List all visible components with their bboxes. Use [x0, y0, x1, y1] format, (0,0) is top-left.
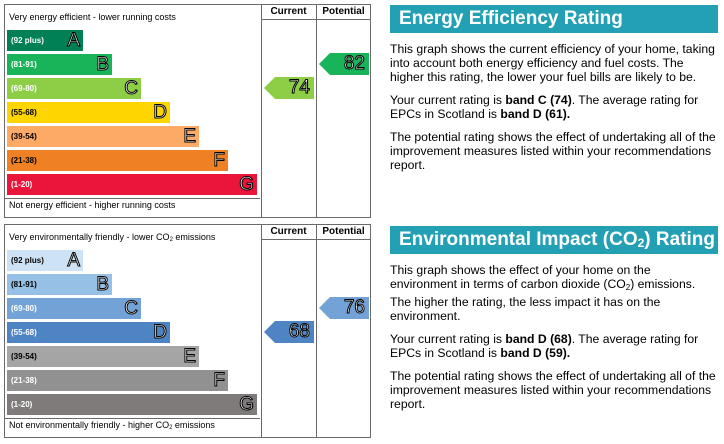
panel-paragraph: The potential rating shows the effect of…	[390, 369, 716, 411]
bottom-caption: Not environmentally friendly - higher CO…	[9, 420, 215, 431]
arrow-shape	[319, 53, 369, 75]
rating-band-c: (69-80) C	[7, 78, 141, 100]
band-letter: F	[213, 150, 226, 172]
rating-band-b: (81-91) B	[7, 274, 112, 296]
current-rating-value: 74	[288, 77, 310, 99]
rating-band-a: (92 plus) A	[7, 30, 83, 52]
band-range-label: (92 plus)	[11, 36, 44, 45]
current-rating-arrow: 68	[264, 321, 314, 343]
potential-column-header: Potential	[322, 6, 365, 17]
band-letter: E	[183, 346, 197, 368]
band-letter: A	[67, 250, 81, 272]
panel-title: Energy Efficiency Rating	[390, 5, 718, 33]
band-letter: C	[124, 78, 139, 100]
rating-band-d: (55-68) D	[7, 322, 170, 344]
column-separator	[316, 225, 317, 437]
potential-column-header: Potential	[322, 226, 365, 237]
potential-rating-arrow: 82	[319, 53, 369, 75]
band-letter: D	[153, 102, 168, 124]
current-column-header: Current	[270, 6, 307, 17]
panel-paragraph: This graph shows the current efficiency …	[390, 42, 715, 84]
rating-band-a: (92 plus) A	[7, 250, 83, 272]
bottom-caption: Not energy efficient - higher running co…	[9, 200, 176, 210]
panel-title: Environmental Impact (CO2) Rating	[390, 226, 718, 254]
band-letter: B	[96, 54, 110, 76]
rating-band-d: (55-68) D	[7, 102, 170, 124]
panel-paragraph: The potential rating shows the effect of…	[390, 130, 716, 172]
footer-divider	[5, 418, 260, 419]
band-range-label: (21-38)	[11, 376, 37, 385]
top-caption: Very environmentally friendly - lower CO…	[9, 232, 216, 243]
band-range-label: (55-68)	[11, 328, 37, 337]
rating-band-g: (1-20) G	[7, 174, 257, 196]
panel-paragraph: Your current rating is band D (68). The …	[390, 332, 699, 360]
column-separator	[261, 5, 262, 217]
potential-rating-value: 76	[343, 297, 365, 319]
band-range-label: (39-54)	[11, 352, 37, 361]
column-separator	[316, 5, 317, 217]
rating-band-b: (81-91) B	[7, 54, 112, 76]
current-rating-value: 68	[288, 321, 310, 343]
band-letter: B	[96, 274, 110, 296]
band-range-label: (69-80)	[11, 84, 37, 93]
energy-rating-panel: Energy Efficiency Rating This graph show…	[390, 5, 718, 172]
footer-divider	[5, 198, 260, 199]
band-range-label: (55-68)	[11, 108, 37, 117]
potential-rating-arrow: 76	[319, 297, 369, 319]
band-range-label: (92 plus)	[11, 256, 44, 265]
panel-paragraph: Your current rating is band C (74). The …	[390, 93, 699, 121]
band-range-label: (81-91)	[11, 280, 37, 289]
panel-paragraph: This graph shows the effect of your home…	[390, 263, 696, 323]
header-underline	[261, 19, 371, 20]
rating-band-f: (21-38) F	[7, 370, 228, 392]
band-letter: A	[67, 30, 81, 52]
band-range-label: (39-54)	[11, 132, 37, 141]
rating-band-e: (39-54) E	[7, 346, 199, 368]
current-column-header: Current	[270, 226, 307, 237]
header-underline	[261, 239, 371, 240]
band-letter: F	[213, 370, 226, 392]
potential-rating-value: 82	[343, 53, 365, 75]
environment-rating-panel: Environmental Impact (CO2) Rating This g…	[390, 226, 718, 411]
band-letter: D	[153, 322, 168, 344]
band-letter: G	[239, 394, 255, 416]
band-range-label: (1-20)	[11, 400, 33, 409]
arrow-shape	[264, 321, 314, 343]
band-letter: C	[124, 298, 139, 320]
rating-band-g: (1-20) G	[7, 394, 257, 416]
band-range-label: (21-38)	[11, 156, 37, 165]
column-separator	[261, 225, 262, 437]
band-range-label: (81-91)	[11, 60, 37, 69]
current-rating-arrow: 74	[264, 77, 314, 99]
band-range-label: (1-20)	[11, 180, 33, 189]
rating-band-f: (21-38) F	[7, 150, 228, 172]
band-range-label: (69-80)	[11, 304, 37, 313]
band-letter: G	[239, 174, 255, 196]
rating-band-c: (69-80) C	[7, 298, 141, 320]
arrow-shape	[264, 77, 314, 99]
energy-efficiency-chart: Current Potential Very energy efficient …	[4, 4, 371, 218]
arrow-shape	[319, 297, 369, 319]
rating-band-e: (39-54) E	[7, 126, 199, 148]
top-caption: Very energy efficient - lower running co…	[9, 12, 176, 22]
band-letter: E	[183, 126, 197, 148]
environmental-impact-chart: Current Potential Very environmentally f…	[4, 224, 371, 438]
